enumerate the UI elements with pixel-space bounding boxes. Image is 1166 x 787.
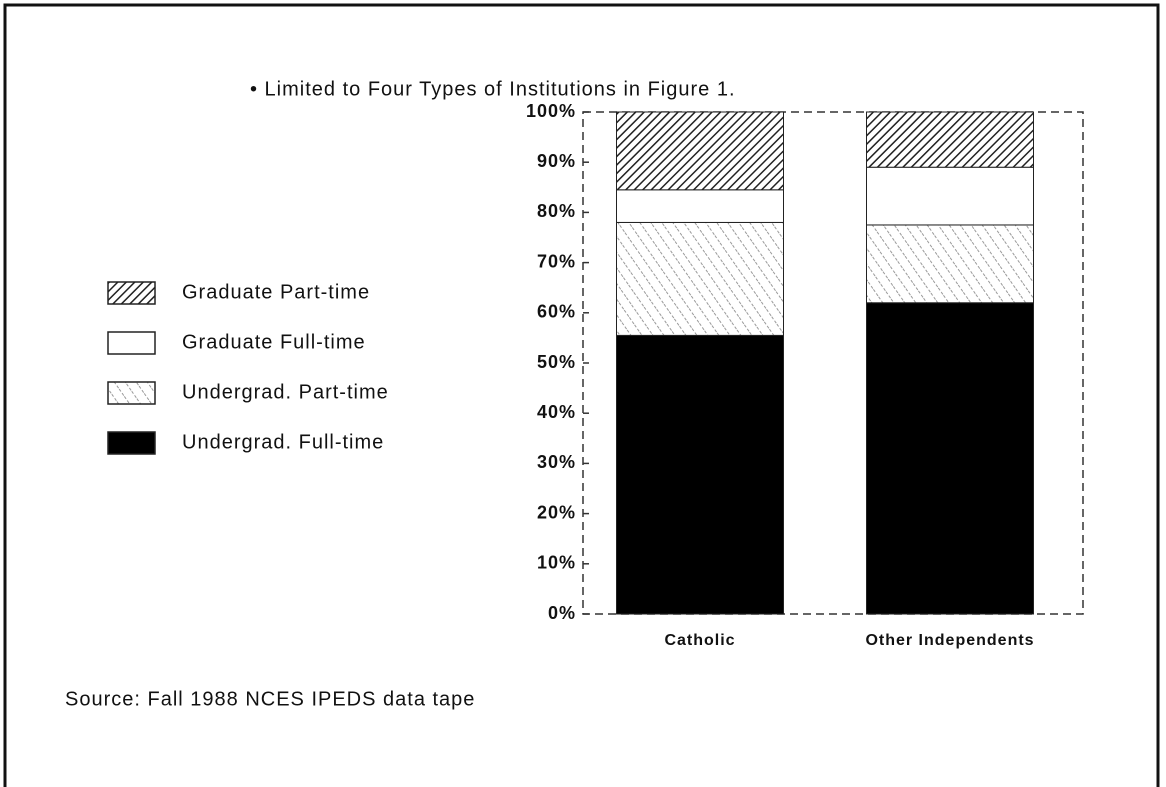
bar-segment bbox=[866, 302, 1034, 615]
legend-label: Undergrad. Part-time bbox=[182, 381, 389, 403]
y-tick-label: 10% bbox=[537, 553, 576, 573]
y-tick-label: 60% bbox=[537, 302, 576, 322]
y-tick-label: 100% bbox=[526, 101, 576, 121]
y-tick-label: 90% bbox=[537, 151, 576, 171]
legend-swatch bbox=[107, 331, 156, 355]
source-note: Source: Fall 1988 NCES IPEDS data tape bbox=[65, 688, 475, 710]
y-tick-label: 50% bbox=[537, 352, 576, 372]
x-tick-label: Catholic bbox=[664, 632, 735, 649]
y-tick-label: 20% bbox=[537, 502, 576, 522]
bar-segment bbox=[866, 111, 1034, 168]
y-tick-label: 0% bbox=[548, 603, 576, 623]
legend-swatch bbox=[107, 381, 156, 405]
y-tick-label: 40% bbox=[537, 402, 576, 422]
bar-segment bbox=[616, 189, 784, 223]
bar-segment bbox=[866, 224, 1034, 304]
legend-label: Graduate Full-time bbox=[182, 331, 366, 353]
legend-swatch bbox=[107, 431, 156, 455]
x-tick-label: Other Independents bbox=[865, 632, 1034, 649]
chart-title: • Limited to Four Types of Institutions … bbox=[250, 78, 736, 100]
y-tick-label: 30% bbox=[537, 452, 576, 472]
bar-segment bbox=[616, 221, 784, 336]
frame bbox=[3, 3, 1160, 787]
y-tick-label: 80% bbox=[537, 201, 576, 221]
bar-segment bbox=[866, 166, 1034, 226]
bar-segment bbox=[616, 111, 784, 191]
legend-label: Graduate Part-time bbox=[182, 281, 370, 303]
y-tick-label: 70% bbox=[537, 251, 576, 271]
legend-swatch bbox=[107, 281, 156, 305]
bar-segment bbox=[616, 334, 784, 615]
plot-frame bbox=[582, 111, 1084, 615]
legend-label: Undergrad. Full-time bbox=[182, 431, 384, 453]
